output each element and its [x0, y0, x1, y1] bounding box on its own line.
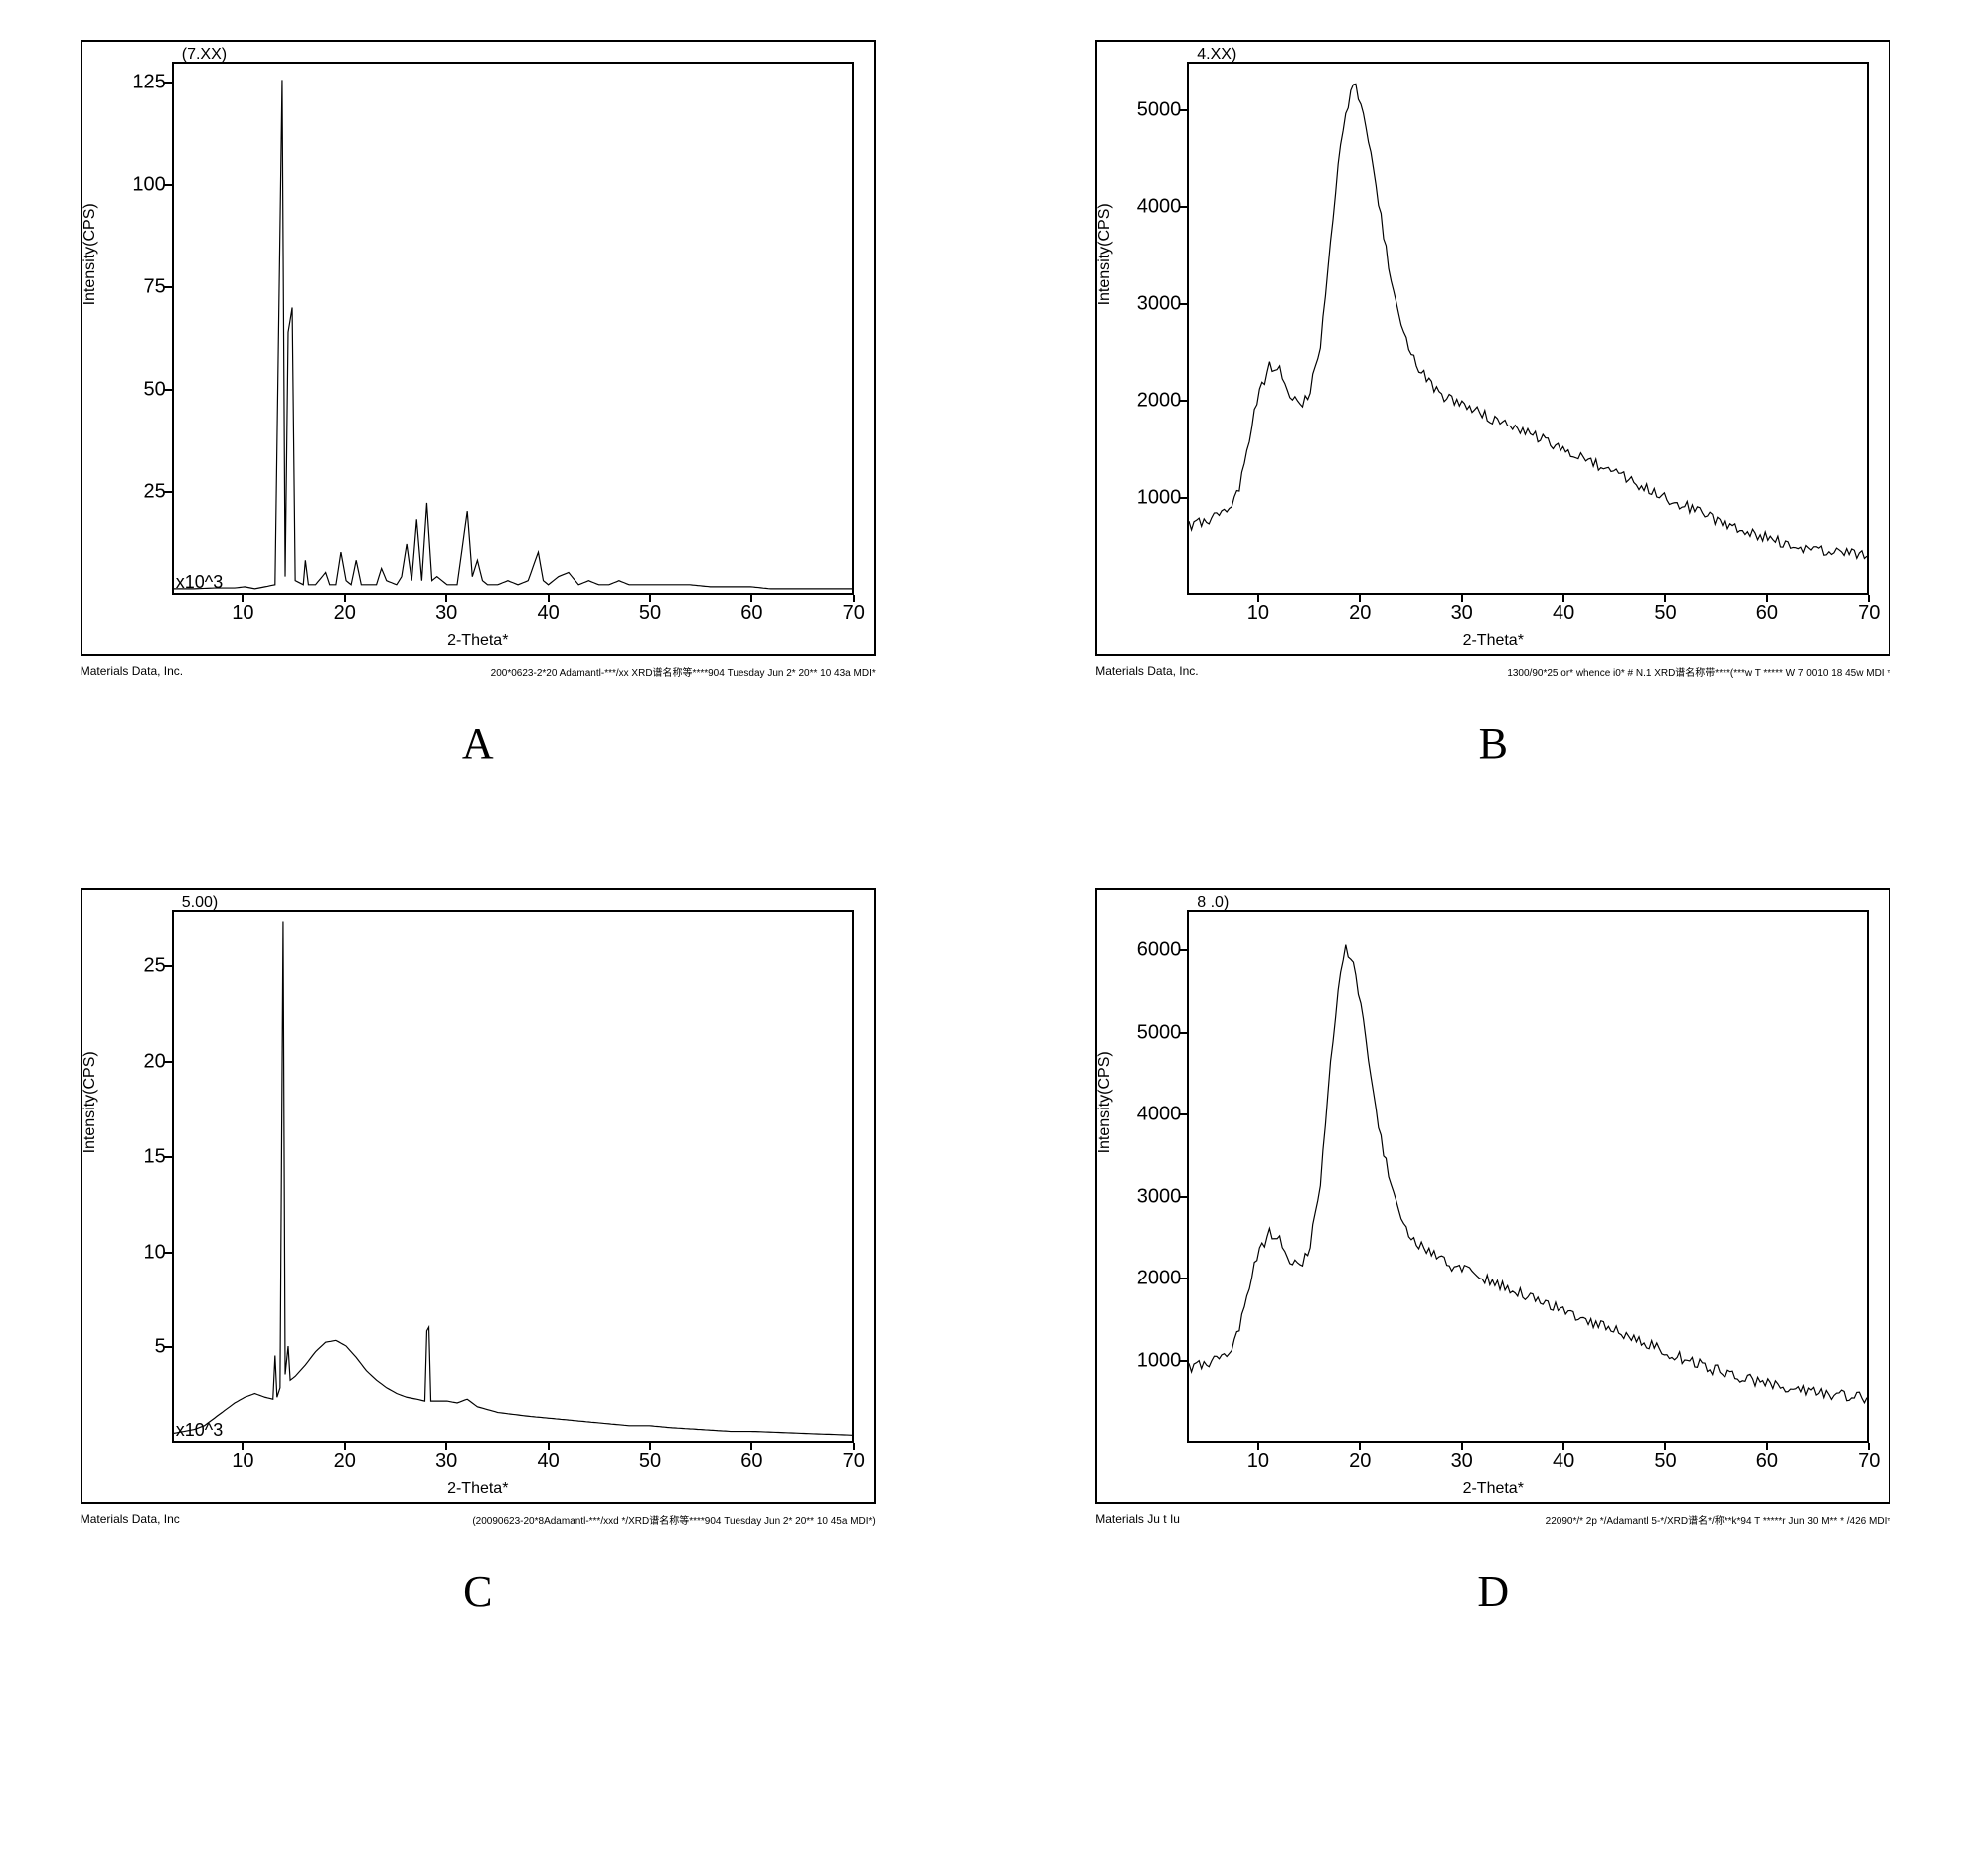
- y-label-A: Intensity(CPS): [82, 203, 99, 305]
- y-tick-label: 1000: [1137, 486, 1182, 509]
- chart-frame-B: 4.XX) 10002000300040005000 1020304050607…: [1095, 40, 1890, 656]
- y-tick-label: 5000: [1137, 98, 1182, 121]
- y-tick-label: 3000: [1137, 1185, 1182, 1208]
- footer-right-B: 1300/90*25 or* whence i0* # N.1 XRD谱名称带*…: [1095, 664, 1890, 678]
- footer-right-D: 22090*/* 2p */Adamantl 5-*/XRD谱名*/称**k*9…: [1095, 1512, 1890, 1526]
- y-tick-label: 3000: [1137, 292, 1182, 315]
- plot-area-D: [1187, 910, 1869, 1443]
- x-axis-B: 10203040506070: [1187, 597, 1869, 654]
- panel-label-D: D: [1477, 1566, 1509, 1617]
- chart-frame-D: 8 .0) 100020003000400050006000 102030405…: [1095, 888, 1890, 1504]
- x-tick-label: 40: [537, 602, 559, 625]
- x-tick-label: 10: [1247, 602, 1269, 625]
- trace-A: [174, 64, 852, 593]
- x-tick-label: 30: [1451, 602, 1473, 625]
- y-tick-label: 4000: [1137, 196, 1182, 219]
- x-tick-label: 70: [843, 1450, 865, 1473]
- x-tick-label: 60: [740, 1450, 762, 1473]
- x-label-D: 2-Theta*: [1463, 1480, 1524, 1498]
- y-axis-A: 25 50 75 100 125: [82, 62, 170, 595]
- y-tick-label: 50: [144, 378, 166, 401]
- y-tick-label: 1000: [1137, 1349, 1182, 1372]
- x-tick-label: 70: [1858, 602, 1880, 625]
- x-tick-label: 60: [740, 602, 762, 625]
- x-tick-label: 70: [843, 602, 865, 625]
- x-tick-label: 10: [232, 602, 253, 625]
- y-tick-label: 4000: [1137, 1104, 1182, 1126]
- y-tick-label: 100: [132, 173, 165, 196]
- x-axis-C: 10203040506070: [172, 1445, 854, 1502]
- y-axis-B: 1000 2000 3000 4000 5000: [1097, 62, 1185, 595]
- y-tick-label: 5000: [1137, 1021, 1182, 1044]
- x-tick-label: 50: [1654, 602, 1676, 625]
- panel-B: 4.XX) 10002000300040005000 1020304050607…: [1075, 40, 1912, 768]
- x-axis-D: 10203040506070: [1187, 1445, 1869, 1502]
- trace-B: [1189, 64, 1867, 593]
- trace-D: [1189, 912, 1867, 1441]
- x-tick-label: 60: [1756, 602, 1778, 625]
- x-tick-label: 60: [1756, 1450, 1778, 1473]
- y-label-B: Intensity(CPS): [1096, 203, 1114, 305]
- y-tick-label: 25: [144, 480, 166, 503]
- plot-area-A: [172, 62, 854, 595]
- y-tick-label: 15: [144, 1145, 166, 1168]
- y-axis-C: 510152025: [82, 910, 170, 1443]
- x-axis-A: 10203040506070: [172, 597, 854, 654]
- panel-label-A: A: [462, 718, 494, 768]
- x-tick-label: 40: [537, 1450, 559, 1473]
- y-tick-label: 2000: [1137, 390, 1182, 413]
- panel-label-C: C: [463, 1566, 492, 1617]
- panel-A: (7.XX) 255075100125 10203040506070 Inten…: [60, 40, 897, 768]
- y-tick-label: 2000: [1137, 1268, 1182, 1290]
- x-tick-label: 30: [435, 602, 457, 625]
- trace-C: [174, 912, 852, 1441]
- x-tick-label: 20: [1349, 1450, 1371, 1473]
- x-multiplier-A: x10^3: [176, 572, 223, 593]
- x-label-A: 2-Theta*: [447, 632, 508, 650]
- x-tick-label: 50: [1654, 1450, 1676, 1473]
- x-multiplier-C: x10^3: [176, 1420, 223, 1441]
- x-tick-label: 10: [1247, 1450, 1269, 1473]
- panel-D: 8 .0) 100020003000400050006000 102030405…: [1075, 888, 1912, 1617]
- plot-area-B: [1187, 62, 1869, 595]
- x-tick-label: 70: [1858, 1450, 1880, 1473]
- y-tick-label: 75: [144, 275, 166, 298]
- x-tick-label: 20: [334, 1450, 356, 1473]
- x-tick-label: 20: [1349, 602, 1371, 625]
- panel-C: 5.00) 510152025 10203040506070 Intensity…: [60, 888, 897, 1617]
- chart-frame-A: (7.XX) 255075100125 10203040506070 Inten…: [81, 40, 876, 656]
- x-tick-label: 50: [639, 602, 661, 625]
- y-tick-label: 10: [144, 1241, 166, 1264]
- y-axis-D: 1000 2000 3000 4000 5000 6000: [1097, 910, 1185, 1443]
- x-tick-label: 40: [1553, 602, 1574, 625]
- x-label-B: 2-Theta*: [1463, 632, 1524, 650]
- y-tick-label: 20: [144, 1051, 166, 1074]
- y-tick-label: 6000: [1137, 939, 1182, 962]
- footer-right-A: 200*0623-2*20 Adamantl-***/xx XRD谱名称等***…: [81, 664, 876, 678]
- x-tick-label: 30: [1451, 1450, 1473, 1473]
- x-tick-label: 30: [435, 1450, 457, 1473]
- x-tick-label: 50: [639, 1450, 661, 1473]
- y-tick-label: 125: [132, 71, 165, 93]
- x-tick-label: 20: [334, 602, 356, 625]
- panel-label-B: B: [1479, 718, 1508, 768]
- x-label-C: 2-Theta*: [447, 1480, 508, 1498]
- y-label-D: Intensity(CPS): [1096, 1051, 1114, 1153]
- y-label-C: Intensity(CPS): [82, 1051, 99, 1153]
- plot-area-C: [172, 910, 854, 1443]
- x-tick-label: 40: [1553, 1450, 1574, 1473]
- footer-right-C: (20090623-20*8Adamantl-***/xxd */XRD谱名称等…: [81, 1512, 876, 1526]
- chart-frame-C: 5.00) 510152025 10203040506070 Intensity…: [81, 888, 876, 1504]
- x-tick-label: 10: [232, 1450, 253, 1473]
- y-tick-label: 25: [144, 955, 166, 978]
- chart-grid: (7.XX) 255075100125 10203040506070 Inten…: [60, 40, 1911, 1617]
